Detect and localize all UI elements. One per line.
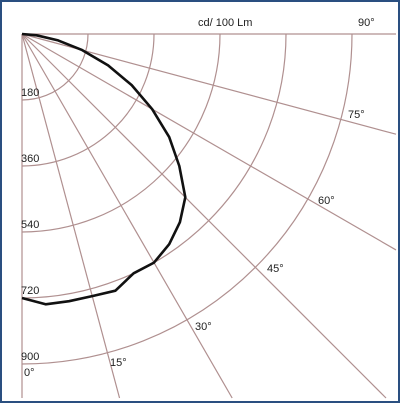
angle-label-60: 60° bbox=[318, 195, 335, 207]
radial-tick-label: 360 bbox=[21, 153, 39, 165]
grid-ray-60 bbox=[21, 33, 397, 251]
radial-tick-label: 900 bbox=[21, 351, 39, 363]
unit-label: cd/ 100 Lm bbox=[198, 17, 252, 29]
radial-tick-label: 540 bbox=[21, 219, 39, 231]
grid-ray-30 bbox=[21, 33, 233, 399]
luminous-intensity-curve bbox=[21, 32, 187, 306]
curve-layer bbox=[21, 32, 187, 306]
angle-label-90: 90° bbox=[358, 17, 375, 29]
radial-tick-label: 720 bbox=[21, 285, 39, 297]
angle-label-15: 15° bbox=[110, 357, 127, 369]
angle-label-0: 0° bbox=[24, 367, 35, 379]
angle-label-30: 30° bbox=[195, 321, 212, 333]
angle-label-75: 75° bbox=[348, 109, 365, 121]
grid-ray-45 bbox=[21, 33, 387, 399]
polar-grid bbox=[21, 33, 397, 399]
radial-tick-label: 180 bbox=[21, 87, 39, 99]
angle-label-45: 45° bbox=[267, 263, 284, 275]
label-layer: 180 360 540 720 900 0° 15° 30° 45° 60° 75° 90° cd/ 1… bbox=[21, 17, 375, 379]
grid-ray-15 bbox=[21, 33, 121, 399]
